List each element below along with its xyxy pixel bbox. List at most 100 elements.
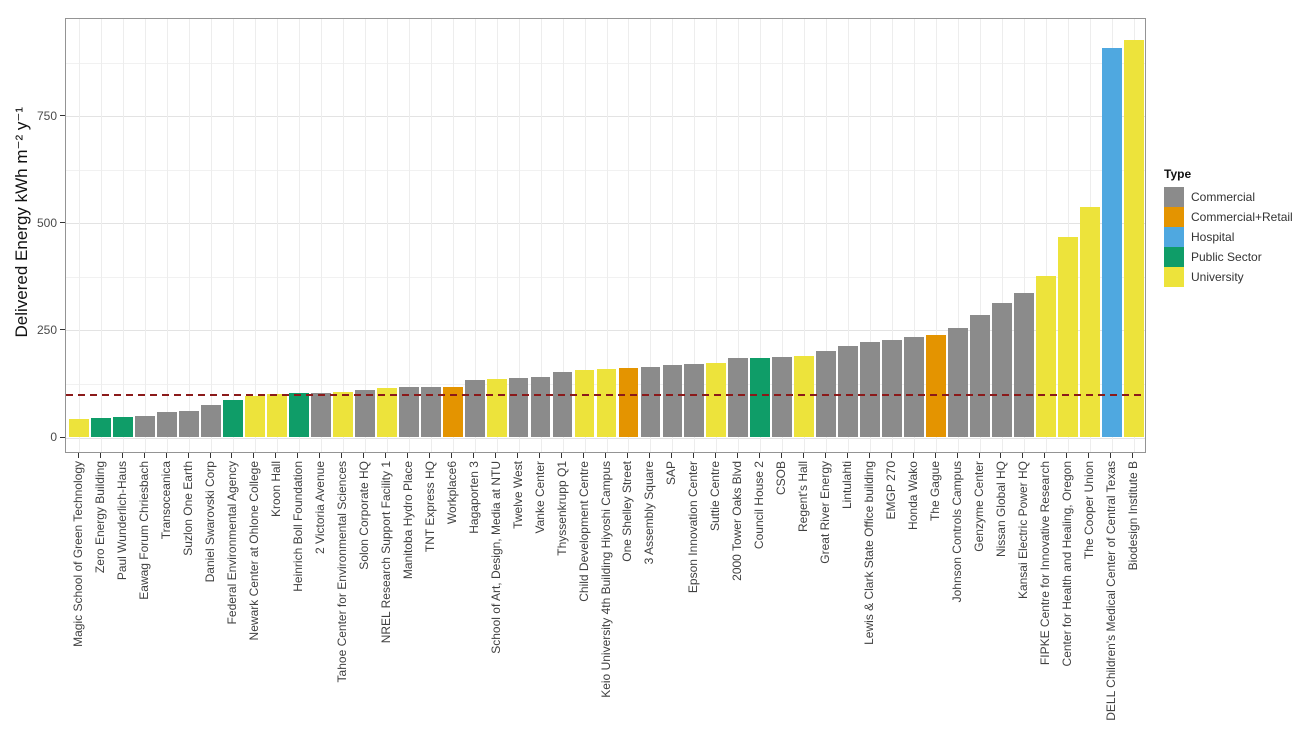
plot-panel (65, 18, 1146, 453)
x-tick-label: Twelve West (510, 461, 525, 529)
x-tick-label: One Shelley Street (620, 461, 635, 562)
bar (860, 341, 881, 438)
category-gridline (540, 19, 542, 452)
x-tick-mark (473, 452, 475, 458)
x-tick-mark (539, 452, 541, 458)
category-gridline (342, 19, 344, 452)
category-gridline (211, 19, 212, 452)
bar (750, 357, 771, 438)
x-tick-mark (802, 452, 804, 458)
x-tick-mark (385, 452, 387, 458)
bar (706, 363, 727, 438)
major-gridline (66, 437, 1145, 439)
x-tick-mark (605, 452, 606, 458)
bar (332, 392, 353, 438)
x-tick-mark (561, 452, 563, 458)
category-gridline (606, 19, 608, 452)
x-tick-mark (692, 452, 694, 458)
x-tick-label: Epson Innovation Center (686, 461, 701, 594)
x-tick-mark (758, 452, 760, 458)
x-tick-mark (956, 452, 958, 458)
x-tick-label: Kroon Hall (268, 461, 283, 518)
category-gridline (452, 19, 454, 452)
category-gridline (738, 19, 740, 452)
x-tick-label: Paul Wunderlich-Haus (115, 461, 130, 581)
bar (684, 364, 705, 438)
bar (794, 356, 815, 438)
x-tick-label: Newark Center at Ohlone College (246, 461, 261, 641)
bar (508, 377, 529, 438)
x-tick-label: Zero Energy Building (93, 461, 108, 574)
x-tick-label: Workplace6 (444, 461, 459, 525)
x-tick-mark (648, 452, 650, 458)
bar (157, 412, 177, 438)
x-tick-mark (670, 452, 672, 458)
x-tick-mark (626, 452, 628, 458)
category-gridline (760, 19, 762, 452)
x-tick-mark (517, 452, 519, 458)
x-tick-label: Vanke Center (532, 461, 547, 534)
x-tick-mark (319, 452, 321, 458)
category-gridline (518, 19, 520, 452)
x-tick-label: SAP (664, 461, 679, 486)
x-tick-label: 2000 Tower Oaks Blvd (730, 461, 745, 581)
x-tick-label: Federal Environmental Agency (224, 461, 239, 625)
x-tick-mark (1044, 452, 1046, 458)
y-tick-label: 250 (36, 322, 57, 337)
bar (1101, 47, 1122, 438)
bar (992, 302, 1012, 438)
category-gridline (474, 19, 476, 452)
x-tick-mark (363, 452, 365, 458)
x-tick-mark (165, 452, 167, 458)
category-gridline (79, 19, 81, 452)
bar (640, 366, 661, 438)
x-tick-label: Child Development Centre (576, 461, 591, 602)
x-tick-mark (890, 452, 892, 458)
category-gridline (826, 19, 828, 452)
bar (310, 392, 331, 438)
x-tick-mark (451, 452, 453, 458)
legend-label: Public Sector (1191, 250, 1262, 264)
category-gridline (167, 19, 169, 452)
x-tick-label: Suttie Centre (708, 461, 723, 532)
x-tick-label: Honda Wako (906, 461, 921, 530)
x-tick-mark (824, 452, 826, 458)
x-tick-label: Suzlon One Earth (181, 461, 196, 556)
x-tick-mark (77, 452, 79, 458)
legend-label: Hospital (1191, 230, 1235, 244)
category-gridline (584, 19, 586, 452)
x-tick-mark (846, 452, 848, 458)
bar (464, 379, 485, 438)
x-tick-label: Magic School of Green Technology (71, 461, 86, 647)
x-tick-label: Council House 2 (752, 461, 767, 550)
x-tick-mark (495, 452, 497, 458)
legend-label: Commercial+Retail (1191, 210, 1293, 224)
category-gridline (386, 19, 388, 452)
major-gridline (66, 116, 1145, 118)
x-tick-mark (253, 452, 255, 458)
category-gridline (936, 19, 938, 452)
bar (420, 386, 441, 438)
legend-swatch (1164, 207, 1184, 227)
legend-label: University (1191, 270, 1244, 284)
x-tick-label: 2 Victoria Avenue (312, 461, 327, 554)
x-tick-label: Daniel Swarovski Corp (203, 461, 217, 583)
x-tick-mark (1066, 452, 1068, 458)
legend-swatch (1164, 187, 1184, 207)
category-gridline (1023, 19, 1025, 452)
bar (245, 395, 265, 438)
x-tick-label: EMGP 270 (884, 461, 899, 520)
x-tick-mark (99, 452, 101, 458)
legend-label: Commercial (1191, 190, 1256, 204)
y-tick-mark (60, 436, 65, 438)
x-tick-mark (912, 452, 914, 458)
legend-key: Hospital (1164, 227, 1293, 247)
x-tick-mark (1000, 452, 1002, 458)
x-tick-mark (341, 452, 343, 458)
bar (113, 416, 133, 438)
bar (135, 416, 155, 438)
category-gridline (980, 19, 982, 452)
x-tick-label: The Gague (928, 461, 943, 522)
legend-key: Public Sector (1164, 247, 1293, 267)
category-gridline (958, 19, 960, 452)
